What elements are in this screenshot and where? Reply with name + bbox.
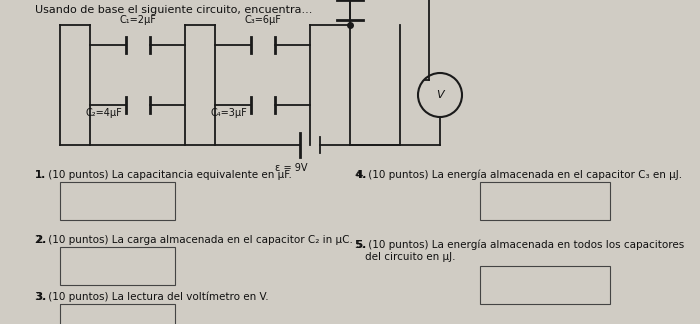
Text: del circuito en μJ.: del circuito en μJ. (365, 252, 456, 262)
Bar (480, 266, 610, 304)
Text: 1. (10 puntos) La capacitancia equivalente en μF.: 1. (10 puntos) La capacitancia equivalen… (35, 170, 292, 180)
Text: C₄=3μF: C₄=3μF (211, 108, 247, 118)
Bar (480, 182, 610, 220)
Text: C₃=6μF: C₃=6μF (244, 15, 281, 25)
Text: 3. (10 puntos) La lectura del voltímetro en V.: 3. (10 puntos) La lectura del voltímetro… (35, 292, 269, 303)
Text: 2. (10 puntos) La carga almacenada en el capacitor C₂ in μC.: 2. (10 puntos) La carga almacenada en el… (35, 235, 353, 245)
Text: Usando de base el siguiente circuito, encuentra...: Usando de base el siguiente circuito, en… (35, 5, 312, 15)
Bar (60, 182, 175, 220)
Text: C₁=2μF: C₁=2μF (120, 15, 156, 25)
Bar (60, 247, 175, 285)
Bar (60, 304, 175, 324)
Text: 1.: 1. (35, 170, 46, 180)
Text: 4. (10 puntos) La energía almacenada en el capacitor C₃ en μJ.: 4. (10 puntos) La energía almacenada en … (355, 170, 682, 180)
Text: C₂=4μF: C₂=4μF (85, 108, 122, 118)
Text: V: V (436, 90, 444, 100)
Text: 2.: 2. (35, 235, 46, 245)
Text: 5. (10 puntos) La energía almacenada en todos los capacitores: 5. (10 puntos) La energía almacenada en … (355, 240, 685, 250)
Text: ε = 9V: ε = 9V (275, 163, 307, 173)
Text: 4.: 4. (355, 170, 366, 180)
Text: 5.: 5. (355, 240, 366, 250)
Text: 3.: 3. (35, 292, 46, 302)
